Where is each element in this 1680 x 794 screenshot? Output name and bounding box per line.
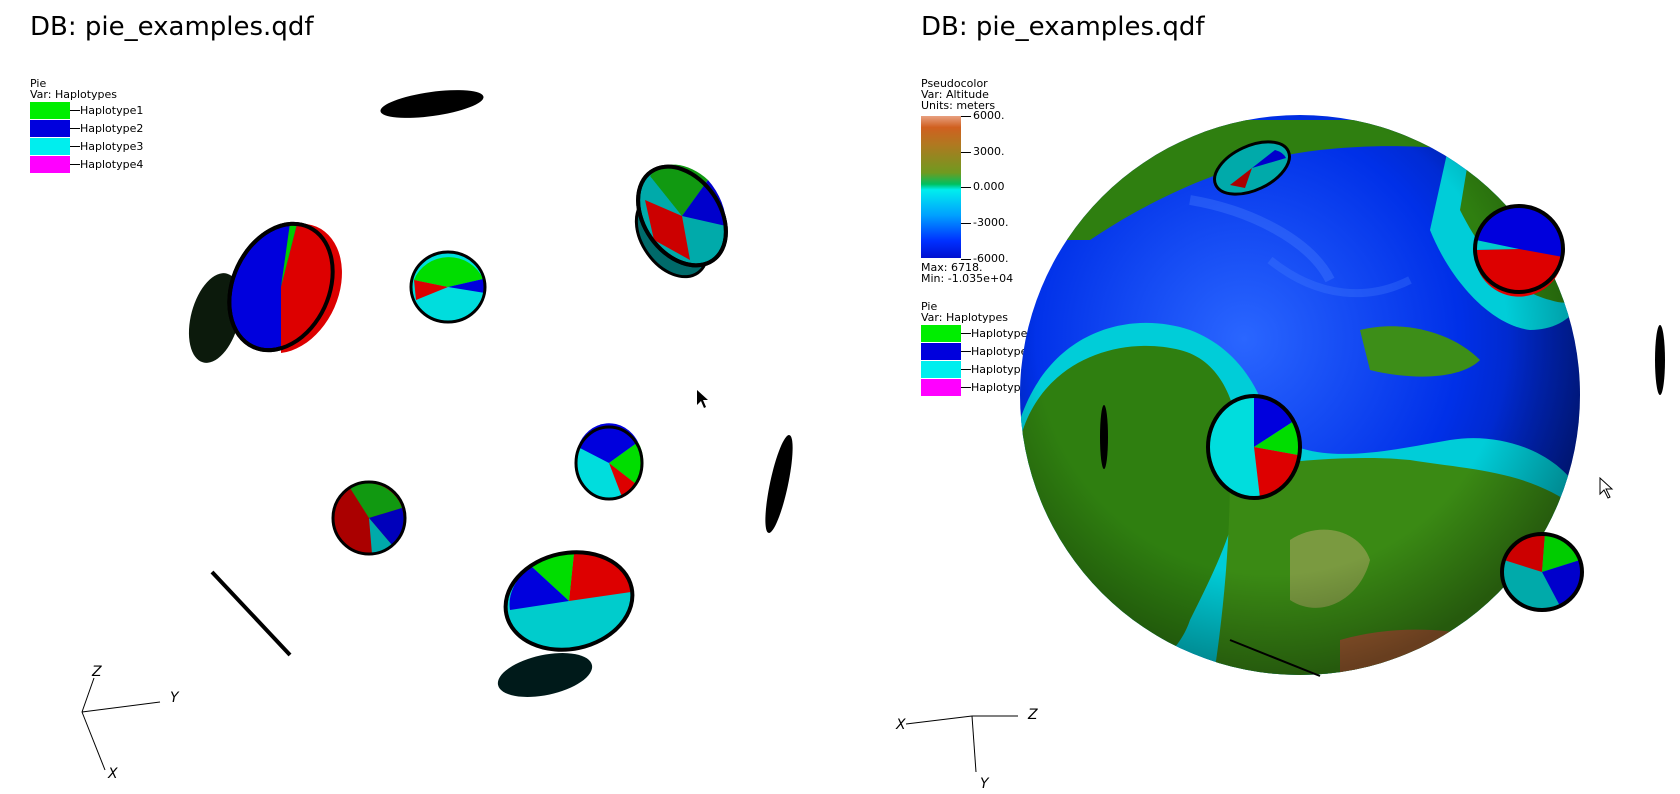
legend-var-label: Var: Altitude — [921, 88, 989, 101]
max-label: Max: 6718. — [921, 261, 983, 274]
legend-entry: Haplotype3 — [921, 361, 1034, 379]
database-title: DB: pie_examples.qdf — [30, 12, 314, 42]
pie-chart[interactable] — [1473, 204, 1565, 297]
legend-label: Haplotype4 — [971, 381, 1035, 394]
mouse-cursor-icon — [697, 390, 708, 408]
legend-entry: Haplotype2 — [921, 343, 1034, 361]
pie-chart[interactable] — [180, 207, 352, 369]
legend-units-label: Units: meters — [921, 99, 996, 112]
legend-swatch — [30, 156, 70, 173]
legend-plot-type: Pie — [921, 300, 938, 313]
edge-on-pie — [1229, 639, 1321, 677]
pie-chart[interactable] — [494, 541, 642, 705]
pie-chart[interactable] — [1500, 532, 1584, 612]
legend-label: Haplotype1 — [80, 104, 144, 117]
pie-legend: Pie Var: Haplotypes Haplotype1 Haplotype… — [30, 77, 143, 174]
edge-on-pie — [380, 90, 484, 118]
edge-on-pie — [1100, 405, 1108, 469]
legend-swatch — [921, 361, 961, 378]
database-title: DB: pie_examples.qdf — [921, 12, 1205, 42]
pie-chart[interactable] — [1206, 131, 1297, 205]
legend-label: Haplotype3 — [971, 363, 1035, 376]
axis-z-label: Z — [1027, 707, 1038, 723]
edge-on-pie — [1655, 325, 1665, 395]
scene-3d-pies[interactable]: Z Y X — [0, 0, 890, 794]
legend-swatch — [921, 325, 961, 342]
legend-plot-type: Pseudocolor — [921, 77, 988, 90]
legend-swatch — [30, 102, 70, 119]
pie-chart[interactable] — [409, 250, 487, 324]
legend-entry: Haplotype4 — [30, 156, 143, 174]
pie-chart[interactable] — [620, 150, 744, 290]
axes-triad: Z Y X — [81, 664, 180, 782]
legend-label: Haplotype3 — [80, 140, 144, 153]
legend-plot-type: Pie — [30, 77, 47, 90]
min-label: Min: -1.035e+04 — [921, 272, 1014, 285]
legend-label: Haplotype2 — [80, 122, 144, 135]
colorbar-tick: 0.000 — [961, 180, 1005, 193]
colorbar-tick: -6000. — [961, 252, 1008, 265]
colorbar-tick: 3000. — [961, 145, 1005, 158]
axis-x-label: X — [107, 766, 118, 782]
edge-on-pie — [210, 570, 292, 657]
right-viewport[interactable]: DB: pie_examples.qdf Pseudocolor Var: Al… — [890, 0, 1680, 794]
edge-on-pie — [765, 435, 793, 533]
axis-y-label: Y — [170, 690, 180, 706]
colorbar — [921, 116, 961, 258]
mouse-cursor-icon — [1599, 476, 1614, 499]
pseudocolor-legend: Pseudocolor Var: Altitude Units: meters — [921, 78, 995, 111]
legend-entry: Haplotype3 — [30, 138, 143, 156]
axis-z-label: Z — [91, 664, 102, 680]
pie-chart[interactable] — [1206, 394, 1302, 500]
legend-var-label: Var: Haplotypes — [30, 88, 118, 101]
colorbar-tick: -3000. — [961, 216, 1008, 229]
legend-swatch — [30, 120, 70, 137]
legend-entry: Haplotype1 — [921, 325, 1034, 343]
scene-globe[interactable]: X Z Y — [890, 0, 1680, 794]
pie-legend: Pie Var: Haplotypes Haplotype1 Haplotype… — [921, 300, 1034, 397]
legend-swatch — [921, 379, 961, 396]
min-max-labels: Max: 6718. Min: -1.035e+04 — [921, 262, 1013, 284]
legend-entry: Haplotype2 — [30, 120, 143, 138]
pie-chart[interactable] — [574, 423, 644, 501]
legend-label: Haplotype1 — [971, 327, 1035, 340]
legend-label: Haplotype2 — [971, 345, 1035, 358]
axis-y-label: Y — [980, 776, 990, 792]
axes-triad: X Z Y — [895, 707, 1038, 792]
legend-label: Haplotype4 — [80, 158, 144, 171]
legend-swatch — [921, 343, 961, 360]
legend-var-label: Var: Haplotypes — [921, 311, 1009, 324]
globe[interactable] — [1020, 115, 1595, 700]
colorbar-tick: 6000. — [961, 109, 1005, 122]
pie-chart[interactable] — [331, 480, 407, 556]
legend-entry: Haplotype4 — [921, 379, 1034, 397]
left-viewport[interactable]: DB: pie_examples.qdf Pie Var: Haplotypes… — [0, 0, 890, 794]
legend-swatch — [30, 138, 70, 155]
legend-entry: Haplotype1 — [30, 102, 143, 120]
axis-x-label: X — [895, 717, 906, 733]
